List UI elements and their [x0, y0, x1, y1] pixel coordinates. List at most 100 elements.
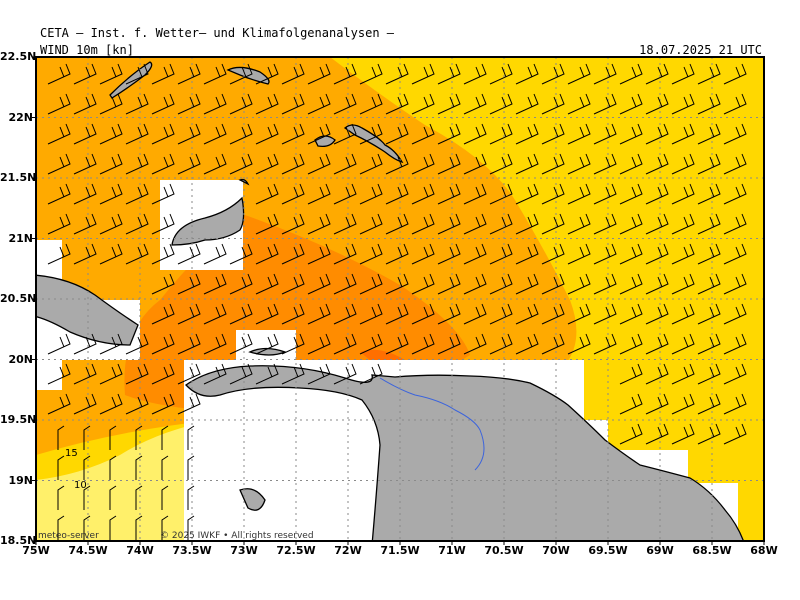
- wind-barb: [281, 63, 305, 85]
- wind-barb: [489, 273, 513, 295]
- wind-barb: [151, 393, 175, 415]
- wind-barb: [697, 303, 721, 325]
- wind-barb: [73, 153, 97, 175]
- wind-barb: [47, 363, 71, 385]
- wind-barb: [47, 153, 71, 175]
- wind-barb: [645, 63, 669, 85]
- wind-barb: [187, 485, 195, 510]
- wind-barb: [593, 183, 617, 205]
- wind-barb: [541, 153, 565, 175]
- wind-barb: [73, 363, 97, 385]
- wind-barb: [437, 123, 461, 145]
- wind-barb: [697, 213, 721, 235]
- wind-barb: [645, 363, 669, 385]
- wind-barb: [203, 123, 227, 145]
- lon-label: 68W: [750, 544, 778, 557]
- wind-barb: [515, 183, 539, 205]
- wind-barb: [109, 485, 117, 510]
- wind-barb: [109, 425, 117, 450]
- wind-barb: [187, 515, 195, 540]
- wind-barb: [567, 63, 591, 85]
- wind-barb: [645, 153, 669, 175]
- wind-barb: [697, 333, 721, 355]
- wind-barbs: [47, 63, 747, 540]
- wind-barb: [385, 303, 409, 325]
- wind-barb: [359, 333, 383, 355]
- wind-barb: [515, 333, 539, 355]
- wind-barb: [385, 123, 409, 145]
- wind-barb: [671, 393, 695, 415]
- wind-barb: [83, 515, 91, 540]
- wind-barb: [333, 153, 357, 175]
- wind-barb: [385, 153, 409, 175]
- wind-barb: [151, 213, 175, 235]
- wind-barb: [99, 183, 123, 205]
- wind-barb: [437, 303, 461, 325]
- wind-barb: [359, 363, 383, 385]
- wind-barb: [307, 63, 331, 85]
- wind-barb: [281, 273, 305, 295]
- wind-barb: [697, 153, 721, 175]
- wind-barb: [307, 243, 331, 265]
- wind-barb: [151, 363, 175, 385]
- wind-barb: [463, 303, 487, 325]
- wind-barb: [73, 213, 97, 235]
- lon-label: 70.5W: [484, 544, 524, 557]
- wind-barb: [723, 93, 747, 115]
- wind-barb: [307, 333, 331, 355]
- wind-barb: [385, 333, 409, 355]
- wind-barb: [83, 455, 91, 480]
- wind-barb: [161, 485, 169, 510]
- wind-barb: [359, 183, 383, 205]
- wind-barb: [177, 393, 201, 415]
- wind-barb: [359, 123, 383, 145]
- wind-barb: [541, 303, 565, 325]
- wind-barb: [135, 485, 143, 510]
- wind-barb: [411, 63, 435, 85]
- wind-barb: [47, 123, 71, 145]
- wind-barb: [593, 303, 617, 325]
- lon-label: 71W: [438, 544, 466, 557]
- wind-barb: [281, 213, 305, 235]
- wind-barb: [619, 213, 643, 235]
- wind-barb: [359, 243, 383, 265]
- wind-barb: [151, 183, 175, 205]
- wind-barb: [593, 273, 617, 295]
- wind-barb: [73, 243, 97, 265]
- wind-barb: [99, 123, 123, 145]
- wind-barb: [671, 363, 695, 385]
- wind-barb: [463, 333, 487, 355]
- wind-barb: [411, 333, 435, 355]
- wind-barb: [671, 213, 695, 235]
- wind-barb: [697, 393, 721, 415]
- wind-barb: [73, 93, 97, 115]
- wind-barb: [151, 153, 175, 175]
- wind-barb: [593, 123, 617, 145]
- wind-barb: [161, 515, 169, 540]
- wind-barb: [203, 63, 227, 85]
- wind-barb: [57, 425, 65, 450]
- wind-barb: [567, 123, 591, 145]
- wind-barb: [333, 363, 357, 385]
- wind-barb: [125, 93, 149, 115]
- wind-barb: [671, 333, 695, 355]
- wind-barb: [203, 273, 227, 295]
- watermark: meteo-server: [38, 531, 99, 541]
- wind-barb: [47, 183, 71, 205]
- wind-barb: [437, 93, 461, 115]
- wind-barb: [359, 273, 383, 295]
- wind-barb: [619, 423, 643, 445]
- wind-barb: [151, 123, 175, 145]
- wind-barb: [125, 213, 149, 235]
- lon-label: 75W: [22, 544, 50, 557]
- lon-label: 69W: [646, 544, 674, 557]
- wind-barb: [255, 93, 279, 115]
- wind-barb: [177, 123, 201, 145]
- wind-barb: [593, 243, 617, 265]
- wind-barb: [671, 63, 695, 85]
- wind-barb: [515, 303, 539, 325]
- cayes-land: [238, 178, 250, 186]
- wind-barb: [541, 243, 565, 265]
- wind-barb: [697, 183, 721, 205]
